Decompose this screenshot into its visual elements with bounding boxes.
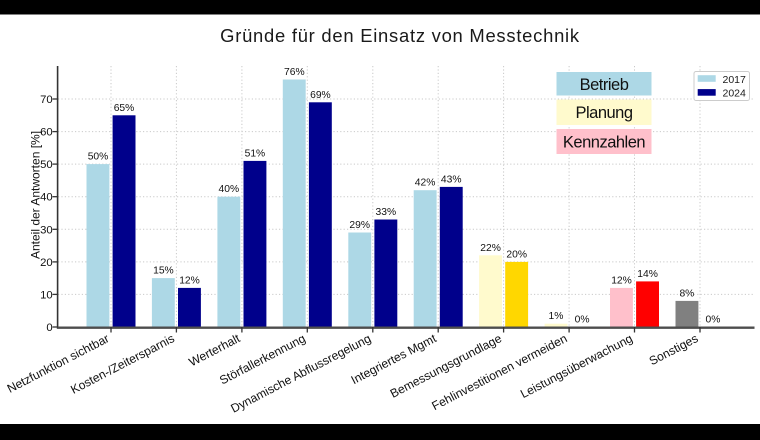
svg-text:22%: 22%	[480, 243, 501, 254]
svg-text:29%: 29%	[349, 220, 370, 231]
svg-text:20: 20	[40, 257, 53, 269]
svg-text:51%: 51%	[245, 148, 266, 159]
svg-text:50: 50	[40, 159, 53, 171]
svg-text:30: 30	[40, 224, 53, 236]
svg-text:8%: 8%	[679, 288, 694, 299]
svg-text:33%: 33%	[375, 207, 396, 218]
svg-text:50%: 50%	[88, 152, 109, 163]
svg-text:14%: 14%	[637, 269, 658, 280]
svg-text:70: 70	[40, 94, 53, 106]
svg-text:Anteil der Antworten [%]: Anteil der Antworten [%]	[29, 131, 43, 259]
svg-text:40%: 40%	[218, 184, 239, 195]
svg-text:0: 0	[46, 322, 52, 334]
svg-text:Gründe für den Einsatz von Mes: Gründe für den Einsatz von Messtechnik	[220, 25, 580, 46]
svg-text:0%: 0%	[575, 315, 590, 326]
svg-text:10: 10	[40, 289, 53, 301]
svg-text:40: 40	[40, 192, 53, 204]
svg-text:2024: 2024	[723, 88, 747, 100]
svg-text:Kennzahlen: Kennzahlen	[563, 134, 645, 152]
svg-text:12%: 12%	[179, 275, 200, 286]
svg-text:1%: 1%	[549, 311, 564, 322]
svg-text:15%: 15%	[153, 266, 174, 277]
svg-text:0%: 0%	[706, 315, 721, 326]
svg-text:60: 60	[40, 127, 53, 139]
svg-text:42%: 42%	[415, 178, 436, 189]
svg-text:Betrieb: Betrieb	[580, 76, 629, 94]
svg-text:20%: 20%	[506, 249, 527, 260]
svg-text:12%: 12%	[611, 275, 632, 286]
svg-text:2017: 2017	[723, 74, 747, 86]
svg-text:Planung: Planung	[575, 104, 632, 122]
svg-text:65%: 65%	[114, 103, 135, 114]
svg-text:43%: 43%	[441, 174, 462, 185]
svg-text:69%: 69%	[310, 90, 331, 101]
svg-text:76%: 76%	[284, 67, 305, 78]
